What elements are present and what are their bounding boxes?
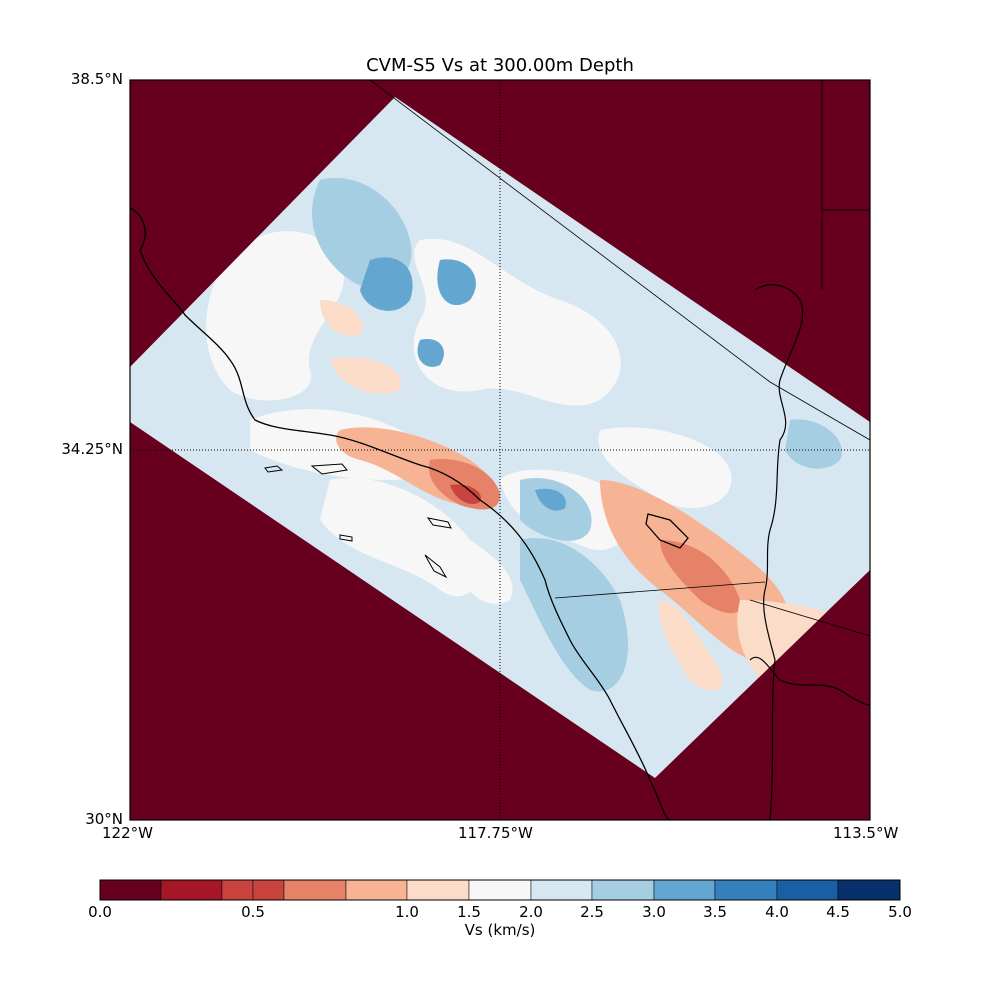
map-frame	[129, 79, 871, 821]
colorbar-segment	[221, 879, 254, 901]
colorbar-segment	[653, 879, 716, 901]
colorbar-segment	[345, 879, 408, 901]
island	[264, 465, 284, 473]
colorbar-segment	[714, 879, 778, 901]
vs-high-patch	[417, 339, 444, 367]
lat-tick-label: 38.5°N	[70, 70, 123, 88]
coastline	[754, 284, 804, 821]
vs-low-patch	[320, 478, 479, 597]
lat-tick-label: 34.25°N	[61, 440, 123, 458]
colorbar-tick-label: 1.0	[395, 903, 419, 921]
colorbar-tick-label: 1.5	[457, 903, 481, 921]
island	[310, 463, 348, 475]
coastline	[749, 656, 871, 706]
colorbar-segment	[283, 879, 347, 901]
country-border	[749, 599, 871, 637]
colorbar-tick-label: 5.0	[888, 903, 912, 921]
colorbar-label: Vs (km/s)	[464, 921, 536, 939]
colorbar-tick-label: 2.0	[519, 903, 543, 921]
vs-low-red-patch	[659, 600, 723, 691]
vs-high-patch	[437, 259, 476, 306]
colorbar-tick-label: 2.5	[580, 903, 604, 921]
colorbar-tick-label: 3.0	[642, 903, 666, 921]
vs-high-patch	[520, 538, 629, 692]
vs-low-red-patch	[660, 540, 741, 614]
lon-tick-label: 117.75°W	[458, 824, 533, 842]
state-border	[369, 79, 771, 383]
colorbar-segment	[252, 879, 285, 901]
colorbar-tick-label: 4.0	[765, 903, 789, 921]
country-border	[554, 581, 766, 599]
colorbar-segment	[837, 879, 901, 901]
vs-low-red-patch	[320, 300, 363, 336]
coastline	[129, 207, 671, 821]
vs-low-red-patch	[450, 484, 481, 505]
colorbar-tick-label: 4.5	[826, 903, 850, 921]
colorbar-tick-label: 3.5	[703, 903, 727, 921]
vs-low-red-patch	[429, 459, 500, 510]
colorbar-segment	[530, 879, 593, 901]
colorbar-segment	[99, 879, 162, 901]
island	[426, 517, 452, 529]
lon-tick-label: 113.5°W	[833, 824, 899, 842]
island	[424, 554, 448, 579]
colorbar-segment	[468, 879, 532, 901]
vs-low-patch	[206, 231, 345, 401]
map-title: CVM-S5 Vs at 300.00m Depth	[366, 55, 634, 76]
vs-low-patch	[598, 427, 732, 509]
colorbar-tick-label: 0.0	[88, 903, 112, 921]
colorbar-frame	[99, 879, 901, 901]
lat-tick-label: 30°N	[85, 810, 123, 828]
colorbar-tick-label: 0.5	[241, 903, 265, 921]
colorbar-segment	[160, 879, 223, 901]
colorbar	[99, 879, 901, 901]
vs-high-patch	[535, 488, 566, 511]
colorbar-segment	[776, 879, 839, 901]
salton-sea	[645, 513, 689, 549]
island	[339, 534, 353, 542]
vs-low-red-patch	[330, 357, 402, 394]
vs-low-patch	[465, 540, 513, 604]
state-border	[769, 381, 871, 441]
vs-high-patch	[360, 257, 413, 311]
colorbar-segment	[591, 879, 655, 901]
lon-tick-label: 122°W	[102, 824, 153, 842]
colorbar-segment	[406, 879, 470, 901]
vs-high-patch	[785, 419, 842, 469]
